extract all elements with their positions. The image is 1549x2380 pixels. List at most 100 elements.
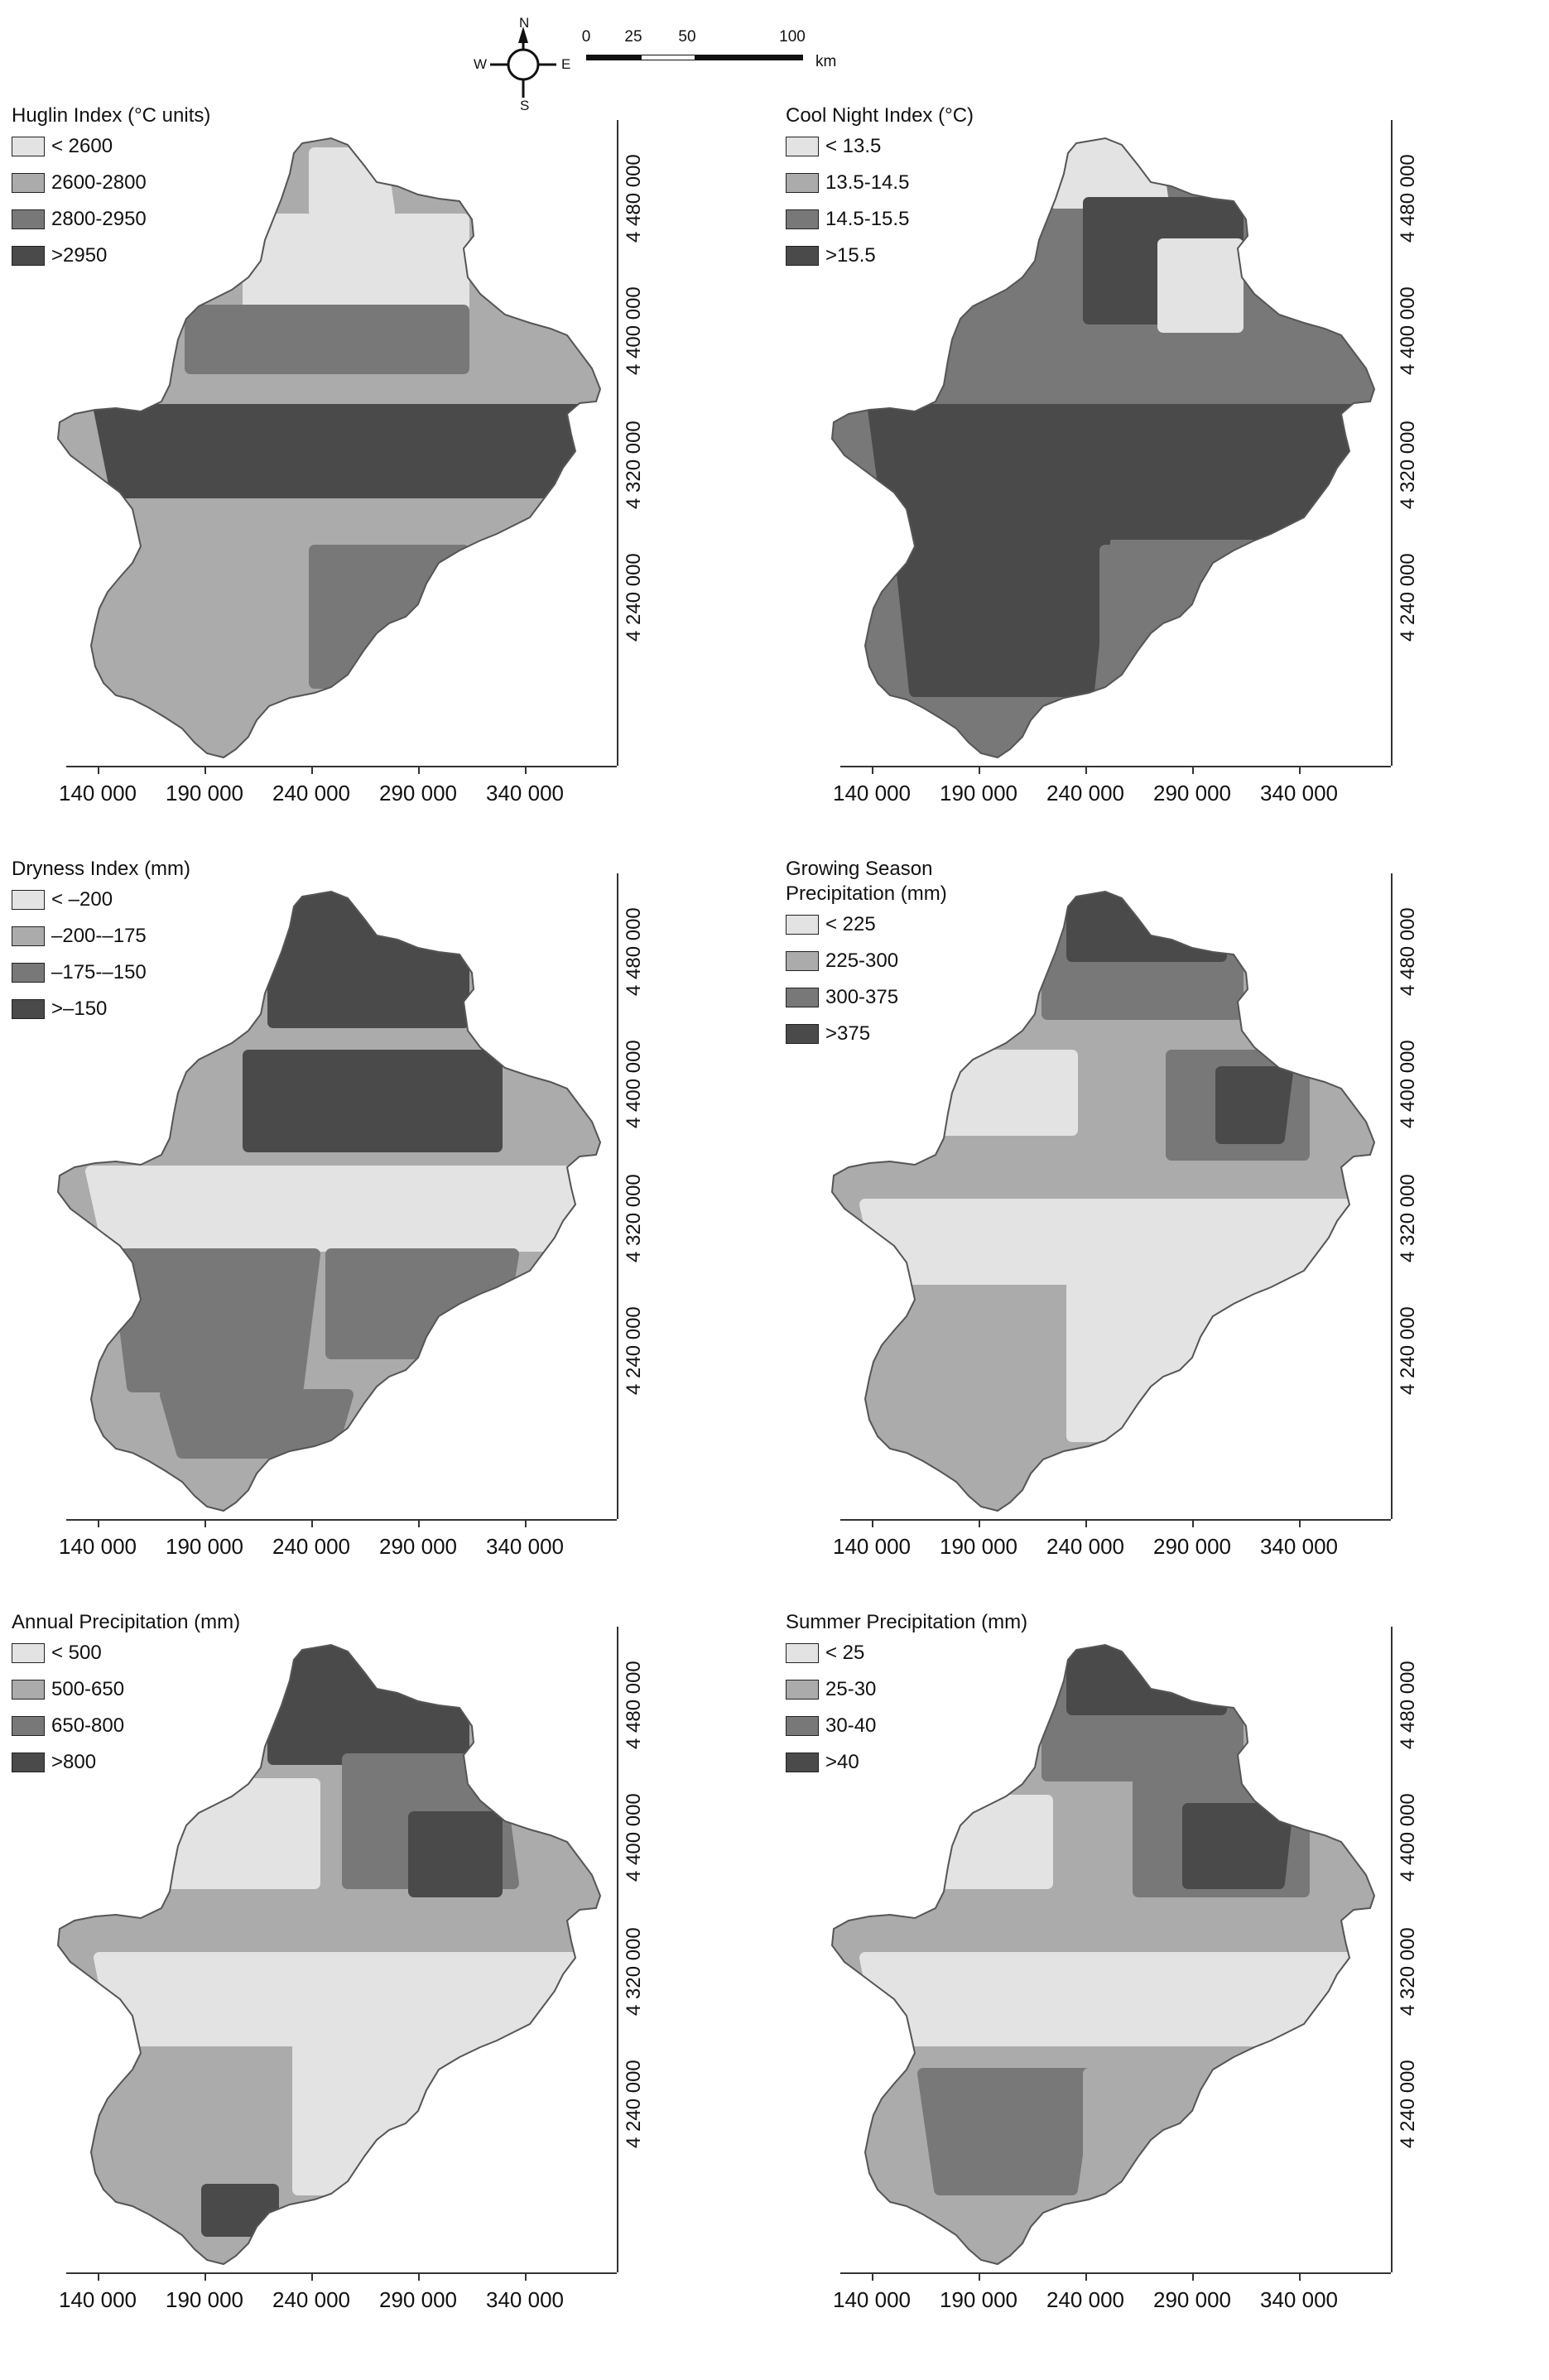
y-axis-line	[1391, 873, 1393, 1519]
x-tick-mark	[525, 766, 527, 774]
x-tick-mark	[204, 1519, 206, 1527]
legend-label: < 2600	[51, 135, 113, 157]
scale-segment	[586, 55, 641, 60]
legend-title: Dryness Index (mm)	[12, 858, 191, 880]
legend-item: >2950	[12, 238, 210, 274]
legend-swatch	[786, 988, 819, 1007]
x-tick-label: 140 000	[59, 2287, 137, 2312]
x-tick-label: 290 000	[1153, 2287, 1231, 2312]
compass-south-label: S	[520, 98, 530, 113]
x-tick-label: 340 000	[486, 1534, 564, 1559]
legend-swatch	[786, 1753, 819, 1772]
legend-title: Annual Precipitation (mm)	[12, 1611, 241, 1633]
x-tick-label: 240 000	[272, 2287, 350, 2312]
legend-item: 300-375	[786, 979, 947, 1016]
legend-label: 225-300	[825, 950, 899, 972]
legend-title: Cool Night Index (°C)	[786, 104, 974, 127]
y-tick-label: 4 240 000	[623, 553, 645, 642]
x-tick-mark	[979, 1519, 980, 1527]
legend-swatch	[786, 951, 819, 971]
y-tick-label: 4 480 000	[623, 907, 645, 996]
y-axis-line	[617, 873, 618, 1519]
choropleth-map	[830, 1643, 1376, 2266]
legend-label: 300-375	[825, 986, 899, 1008]
y-tick-label: 4 400 000	[1397, 1793, 1419, 1882]
y-tick-label: 4 320 000	[1397, 1174, 1419, 1262]
map-panel: Cool Night Index (°C) < 13.5 13.5-14.5 1…	[774, 103, 1548, 873]
x-tick-label: 140 000	[833, 1534, 911, 1559]
legend-swatch	[786, 1680, 819, 1700]
legend-item: < –200	[12, 882, 190, 918]
compass-rose: N S E W	[472, 15, 580, 114]
x-axis-line	[840, 766, 1391, 767]
x-tick-mark	[98, 766, 99, 774]
y-tick-label: 4 480 000	[1397, 907, 1419, 996]
x-tick-label: 190 000	[940, 2287, 1017, 2312]
legend-item: –175-–150	[12, 954, 190, 991]
compass-east-label: E	[561, 56, 571, 72]
x-tick-mark	[1085, 766, 1087, 774]
x-tick-label: 140 000	[59, 781, 137, 805]
legend-label: >15.5	[825, 244, 876, 267]
x-tick-label: 290 000	[1153, 781, 1231, 805]
x-tick-label: 290 000	[1153, 1534, 1231, 1559]
map-legend: Annual Precipitation (mm) < 500 500-650 …	[12, 1610, 240, 1781]
legend-item: >–150	[12, 991, 190, 1027]
y-tick-label: 4 400 000	[623, 286, 645, 375]
y-tick-label: 4 320 000	[1397, 421, 1419, 509]
legend-title: Growing Season Precipitation (mm)	[786, 858, 947, 905]
y-tick-label: 4 320 000	[623, 1174, 645, 1262]
y-tick-label: 4 240 000	[1397, 553, 1419, 642]
x-axis-line	[66, 1519, 617, 1521]
y-tick-label: 4 400 000	[623, 1040, 645, 1128]
legend-swatch	[786, 915, 819, 935]
legend-item: –200-–175	[12, 918, 190, 954]
y-tick-label: 4 400 000	[1397, 1040, 1419, 1128]
x-axis-line	[66, 2272, 617, 2274]
x-tick-label: 140 000	[833, 2287, 911, 2312]
legend-item: >800	[12, 1744, 240, 1781]
x-tick-mark	[204, 766, 206, 774]
y-tick-label: 4 240 000	[1397, 2060, 1419, 2148]
legend-swatch	[12, 890, 45, 910]
legend-label: 2600-2800	[51, 171, 147, 194]
y-tick-label: 4 400 000	[1397, 286, 1419, 375]
map-panel: Huglin Index (°C units) < 2600 2600-2800…	[0, 103, 774, 873]
legend-item: 500-650	[12, 1671, 240, 1708]
scale-segment	[695, 55, 803, 60]
legend-swatch	[12, 963, 45, 983]
legend-item: 225-300	[786, 943, 947, 979]
x-tick-label: 190 000	[940, 781, 1017, 805]
x-tick-label: 290 000	[379, 2287, 457, 2312]
legend-label: 2800-2950	[51, 208, 147, 230]
legend-swatch	[12, 926, 45, 946]
scale-label: 0	[581, 28, 591, 46]
legend-swatch	[12, 1680, 45, 1700]
legend-swatch	[786, 173, 819, 193]
x-tick-label: 190 000	[166, 781, 243, 805]
legend-swatch	[786, 137, 819, 156]
map-legend: Dryness Index (mm) < –200 –200-–175 –175…	[12, 857, 190, 1027]
legend-item: 25-30	[786, 1671, 1027, 1708]
legend-swatch	[12, 173, 45, 193]
x-tick-label: 190 000	[166, 2287, 243, 2312]
legend-swatch	[12, 246, 45, 266]
legend-label: –200-–175	[51, 925, 147, 947]
y-tick-label: 4 320 000	[623, 421, 645, 509]
map-legend: Huglin Index (°C units) < 2600 2600-2800…	[12, 103, 210, 274]
x-tick-mark	[418, 1519, 420, 1527]
x-tick-mark	[979, 2272, 980, 2281]
scale-segment	[641, 55, 695, 60]
legend-label: < –200	[51, 888, 113, 911]
legend-title: Summer Precipitation (mm)	[786, 1611, 1028, 1633]
legend-label: 30-40	[825, 1714, 877, 1737]
scale-unit: km	[815, 53, 837, 70]
x-tick-mark	[311, 766, 313, 774]
x-tick-mark	[1192, 1519, 1194, 1527]
x-tick-label: 240 000	[272, 781, 350, 805]
legend-swatch	[12, 1716, 45, 1736]
legend-label: 500-650	[51, 1678, 125, 1700]
y-tick-label: 4 240 000	[1397, 1306, 1419, 1395]
legend-swatch	[12, 999, 45, 1019]
scale-label: 50	[678, 28, 696, 46]
